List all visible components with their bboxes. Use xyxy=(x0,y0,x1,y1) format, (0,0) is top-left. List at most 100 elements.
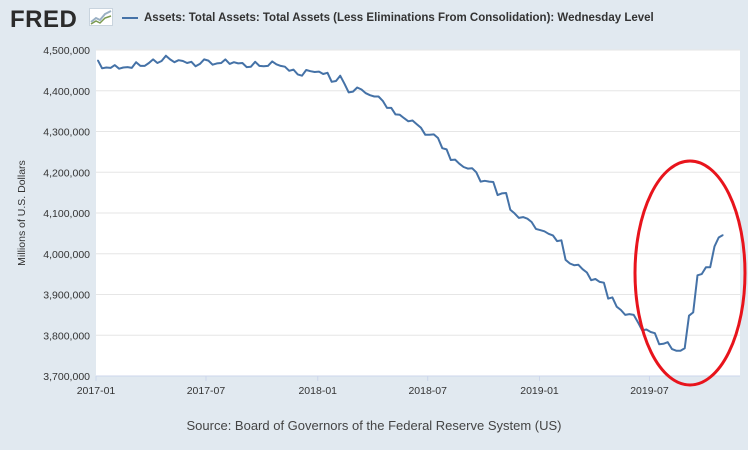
data-point[interactable] xyxy=(522,216,524,218)
data-point[interactable] xyxy=(458,163,460,165)
data-point[interactable] xyxy=(275,63,277,65)
data-point[interactable] xyxy=(305,69,307,71)
data-point[interactable] xyxy=(139,65,141,67)
data-point[interactable] xyxy=(586,271,588,274)
data-point[interactable] xyxy=(543,230,546,232)
data-point[interactable] xyxy=(424,134,426,136)
data-point[interactable] xyxy=(267,65,269,67)
data-point[interactable] xyxy=(696,274,699,276)
data-point[interactable] xyxy=(148,62,150,64)
data-point[interactable] xyxy=(620,309,622,311)
data-point[interactable] xyxy=(169,58,171,60)
data-point[interactable] xyxy=(713,245,716,247)
data-point[interactable] xyxy=(416,123,418,125)
data-point[interactable] xyxy=(514,212,516,214)
data-point[interactable] xyxy=(667,341,669,343)
data-point[interactable] xyxy=(254,61,256,63)
data-point[interactable] xyxy=(565,259,567,261)
data-point[interactable] xyxy=(390,107,392,109)
data-point[interactable] xyxy=(352,91,354,93)
data-point[interactable] xyxy=(471,167,473,169)
data-point[interactable] xyxy=(343,83,346,85)
data-point[interactable] xyxy=(684,347,686,349)
data-point[interactable] xyxy=(420,127,422,129)
data-point[interactable] xyxy=(373,95,375,98)
data-point[interactable] xyxy=(552,234,554,236)
data-point[interactable] xyxy=(633,314,635,316)
data-point[interactable] xyxy=(301,75,303,77)
data-point[interactable] xyxy=(539,229,541,231)
line-chart[interactable]: 3,700,000 3,800,000 3,900,000 4,000,000 4,10… xyxy=(0,38,748,410)
data-point[interactable] xyxy=(131,67,133,69)
data-point[interactable] xyxy=(701,273,703,275)
data-point[interactable] xyxy=(382,100,384,102)
data-point[interactable] xyxy=(411,119,414,122)
data-point[interactable] xyxy=(611,296,614,298)
data-point[interactable] xyxy=(335,80,337,82)
data-point[interactable] xyxy=(718,236,720,239)
data-point[interactable] xyxy=(594,278,597,280)
data-point[interactable] xyxy=(386,107,388,109)
data-point[interactable] xyxy=(314,71,316,73)
data-point[interactable] xyxy=(709,266,711,268)
data-point[interactable] xyxy=(658,343,660,345)
data-point[interactable] xyxy=(518,217,520,219)
data-point[interactable] xyxy=(135,61,137,63)
data-point[interactable] xyxy=(297,73,299,75)
data-point[interactable] xyxy=(246,66,248,68)
data-point[interactable] xyxy=(577,264,580,266)
data-point[interactable] xyxy=(645,328,648,331)
data-point[interactable] xyxy=(292,69,295,71)
data-point[interactable] xyxy=(679,350,682,352)
data-point[interactable] xyxy=(433,133,435,135)
data-point[interactable] xyxy=(607,298,609,300)
data-point[interactable] xyxy=(118,68,120,70)
data-point[interactable] xyxy=(318,71,320,73)
data-point[interactable] xyxy=(501,192,503,194)
data-point[interactable] xyxy=(662,343,665,345)
data-point[interactable] xyxy=(186,62,188,64)
data-point[interactable] xyxy=(173,61,175,63)
data-point[interactable] xyxy=(237,62,239,64)
data-point[interactable] xyxy=(688,315,690,317)
data-point[interactable] xyxy=(454,159,456,161)
data-point[interactable] xyxy=(467,168,469,170)
data-point[interactable] xyxy=(280,65,282,67)
data-point[interactable] xyxy=(560,239,563,241)
data-point[interactable] xyxy=(199,63,201,65)
data-point[interactable] xyxy=(101,67,103,69)
data-point[interactable] xyxy=(203,58,205,60)
data-point[interactable] xyxy=(258,65,260,67)
data-point[interactable] xyxy=(224,58,226,60)
data-point[interactable] xyxy=(463,166,465,168)
data-point[interactable] xyxy=(156,62,158,64)
data-point[interactable] xyxy=(144,65,146,67)
data-point[interactable] xyxy=(182,60,184,62)
data-point[interactable] xyxy=(207,60,209,62)
data-point[interactable] xyxy=(271,60,273,62)
data-point[interactable] xyxy=(377,95,380,98)
data-point[interactable] xyxy=(178,59,180,61)
data-point[interactable] xyxy=(505,192,507,194)
data-point[interactable] xyxy=(152,58,154,60)
data-point[interactable] xyxy=(339,75,341,77)
data-point[interactable] xyxy=(127,66,129,68)
data-point[interactable] xyxy=(233,61,235,63)
data-point[interactable] xyxy=(360,88,363,91)
data-point[interactable] xyxy=(548,233,550,235)
data-point[interactable] xyxy=(216,62,218,64)
data-point[interactable] xyxy=(331,81,333,83)
data-point[interactable] xyxy=(394,113,397,115)
data-point[interactable] xyxy=(569,262,571,265)
data-point[interactable] xyxy=(165,55,167,57)
data-point[interactable] xyxy=(114,64,116,66)
data-point[interactable] xyxy=(654,332,656,334)
data-point[interactable] xyxy=(161,60,163,62)
data-point[interactable] xyxy=(399,114,401,116)
chart-legend[interactable]: Assets: Total Assets: Total Assets (Less… xyxy=(122,12,654,24)
data-point[interactable] xyxy=(671,348,673,350)
data-point[interactable] xyxy=(284,66,286,68)
data-point[interactable] xyxy=(573,264,575,266)
data-point[interactable] xyxy=(509,209,511,211)
data-point[interactable] xyxy=(492,181,494,183)
